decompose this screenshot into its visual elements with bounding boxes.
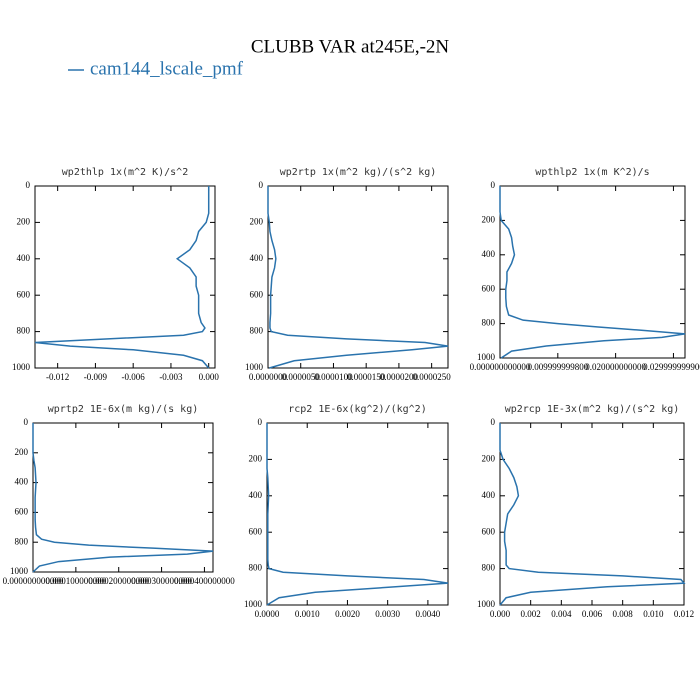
profile-line bbox=[267, 186, 449, 369]
x-tick-label: 0.0000050 bbox=[282, 372, 321, 382]
panel-title: wp2thlp 1x(m^2 K)/s^2 bbox=[62, 167, 188, 178]
y-tick-label: 1000 bbox=[244, 599, 263, 609]
panel-title: wpthlp2 1x(m K^2)/s bbox=[535, 167, 649, 178]
legend-label: cam144_lscale_pmf bbox=[90, 58, 244, 79]
x-tick-label: -0.003 bbox=[159, 372, 183, 382]
x-tick-label: 0.000 bbox=[199, 372, 220, 382]
y-tick-label: 0 bbox=[258, 417, 263, 427]
y-tick-label: 200 bbox=[482, 453, 496, 463]
y-tick-label: 200 bbox=[15, 447, 29, 457]
panel-title: rcp2 1E-6x(kg^2)/(kg^2) bbox=[288, 404, 426, 415]
panel-title: wp2rtp 1x(m^2 kg)/(s^2 kg) bbox=[280, 167, 437, 178]
x-tick-label: 0.000300000000 bbox=[131, 576, 192, 586]
y-tick-label: 600 bbox=[249, 526, 263, 536]
x-tick-label: 0.009999999800 bbox=[527, 362, 588, 372]
y-tick-label: 800 bbox=[250, 326, 264, 336]
y-tick-label: 0 bbox=[24, 417, 29, 427]
x-tick-label: 0.004 bbox=[551, 609, 572, 619]
y-tick-label: 1000 bbox=[477, 599, 496, 609]
plot-frame bbox=[267, 185, 449, 369]
x-tick-label: 0.0000200 bbox=[380, 372, 419, 382]
y-tick-label: 600 bbox=[250, 289, 264, 299]
profile-line bbox=[266, 423, 449, 606]
y-tick-label: 800 bbox=[482, 318, 496, 328]
x-tick-label: 0.0030 bbox=[375, 609, 400, 619]
y-tick-label: 800 bbox=[17, 326, 31, 336]
y-tick-label: 200 bbox=[250, 216, 264, 226]
x-tick-label: 0.0020 bbox=[335, 609, 360, 619]
y-tick-label: 200 bbox=[482, 214, 496, 224]
profile-line bbox=[34, 186, 210, 369]
x-tick-label: 0.000100000000 bbox=[45, 576, 106, 586]
panel-title: wp2rcp 1E-3x(m^2 kg)/(s^2 kg) bbox=[505, 404, 680, 415]
y-tick-label: 0 bbox=[491, 180, 496, 190]
y-tick-label: 0 bbox=[491, 417, 496, 427]
y-tick-label: 400 bbox=[250, 253, 264, 263]
y-tick-label: 200 bbox=[249, 453, 263, 463]
y-tick-label: 600 bbox=[17, 289, 31, 299]
x-tick-label: -0.012 bbox=[46, 372, 69, 382]
y-tick-label: 400 bbox=[17, 253, 31, 263]
y-tick-label: 800 bbox=[482, 563, 496, 573]
x-tick-label: 0.020000000000 bbox=[585, 362, 646, 372]
x-tick-label: 0.000200000000 bbox=[88, 576, 149, 586]
figure-title: CLUBB VAR at245E,-2N bbox=[251, 36, 450, 57]
plot-frame bbox=[266, 422, 449, 606]
x-tick-label: -0.006 bbox=[122, 372, 146, 382]
x-tick-label: 0.0000150 bbox=[347, 372, 386, 382]
x-tick-label: 0.002 bbox=[521, 609, 541, 619]
x-tick-label: 0.008 bbox=[613, 609, 634, 619]
y-tick-label: 1000 bbox=[12, 362, 31, 372]
profile-line bbox=[499, 423, 686, 606]
y-tick-label: 400 bbox=[482, 490, 496, 500]
y-tick-label: 1000 bbox=[10, 566, 29, 576]
y-tick-label: 600 bbox=[15, 506, 29, 516]
x-tick-label: 0.0000 bbox=[255, 609, 280, 619]
plot-frame bbox=[499, 185, 686, 359]
plot-frame bbox=[34, 185, 216, 369]
x-tick-label: -0.009 bbox=[84, 372, 108, 382]
y-tick-label: 400 bbox=[249, 490, 263, 500]
panel-title: wprtp2 1E-6x(m kg)/(s kg) bbox=[48, 404, 199, 415]
y-tick-label: 1000 bbox=[245, 362, 264, 372]
y-tick-label: 600 bbox=[482, 526, 496, 536]
y-tick-label: 800 bbox=[15, 536, 29, 546]
x-tick-label: 0.0000250 bbox=[413, 372, 452, 382]
x-tick-label: 0.000 bbox=[490, 609, 511, 619]
x-tick-label: 0.0000100 bbox=[314, 372, 353, 382]
y-tick-label: 1000 bbox=[477, 352, 496, 362]
x-tick-label: 0.0000000 bbox=[249, 372, 288, 382]
x-tick-label: 0.029999999900 bbox=[643, 362, 700, 372]
x-tick-label: 0.000000000000 bbox=[3, 576, 64, 586]
x-tick-label: 0.0010 bbox=[295, 609, 320, 619]
profile-line bbox=[499, 186, 686, 359]
y-tick-label: 400 bbox=[482, 249, 496, 259]
y-tick-label: 0 bbox=[259, 180, 264, 190]
y-tick-label: 800 bbox=[249, 563, 263, 573]
x-tick-label: 0.012 bbox=[674, 609, 694, 619]
y-tick-label: 0 bbox=[26, 180, 31, 190]
y-tick-label: 600 bbox=[482, 283, 496, 293]
x-tick-label: 0.000000000000 bbox=[470, 362, 531, 372]
x-tick-label: 0.0040 bbox=[416, 609, 441, 619]
y-tick-label: 200 bbox=[17, 216, 31, 226]
x-tick-label: 0.006 bbox=[582, 609, 603, 619]
profile-line bbox=[32, 423, 214, 573]
plot-frame bbox=[32, 422, 214, 573]
x-tick-label: 0.010 bbox=[643, 609, 664, 619]
y-tick-label: 400 bbox=[15, 477, 29, 487]
x-tick-label: 0.000400000000 bbox=[174, 576, 235, 586]
